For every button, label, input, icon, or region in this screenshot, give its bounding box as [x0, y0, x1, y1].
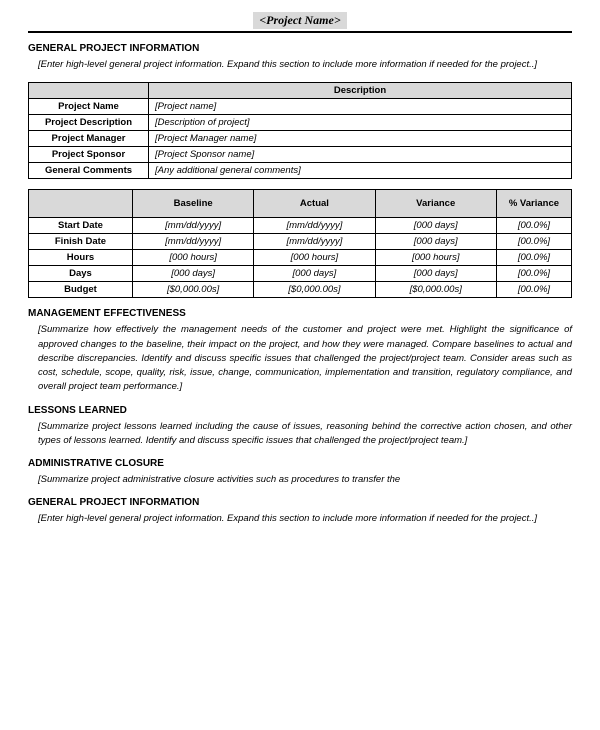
- metrics-table: Baseline Actual Variance % Variance Star…: [28, 189, 572, 298]
- title-row: <Project Name>: [28, 12, 572, 33]
- info-label: General Comments: [29, 163, 149, 179]
- metrics-row-label: Finish Date: [29, 234, 133, 250]
- section-body-general1: [Enter high-level general project inform…: [38, 58, 572, 72]
- metrics-cell: [000 days]: [254, 266, 375, 282]
- info-label: Project Manager: [29, 131, 149, 147]
- section-heading-admin: ADMINISTRATIVE CLOSURE: [28, 458, 572, 469]
- metrics-cell: [000 hours]: [254, 250, 375, 266]
- metrics-cell: [00.0%]: [496, 218, 571, 234]
- section-body-admin: [Summarize project administrative closur…: [38, 473, 572, 487]
- info-value: [Description of project]: [149, 115, 572, 131]
- metrics-header-row: Baseline Actual Variance % Variance: [29, 190, 572, 218]
- table-row: Project Sponsor [Project Sponsor name]: [29, 147, 572, 163]
- metrics-cell: [000 days]: [132, 266, 253, 282]
- table-row: Project Description [Description of proj…: [29, 115, 572, 131]
- section-heading-lessons: LESSONS LEARNED: [28, 405, 572, 416]
- section-heading-general2: GENERAL PROJECT INFORMATION: [28, 497, 572, 508]
- metrics-row-label: Hours: [29, 250, 133, 266]
- table-row: Days [000 days] [000 days] [000 days] [0…: [29, 266, 572, 282]
- table-row: Project Manager [Project Manager name]: [29, 131, 572, 147]
- table-row: Finish Date [mm/dd/yyyy] [mm/dd/yyyy] [0…: [29, 234, 572, 250]
- table-row: Hours [000 hours] [000 hours] [000 hours…: [29, 250, 572, 266]
- metrics-cell: [mm/dd/yyyy]: [254, 218, 375, 234]
- metrics-cell: [00.0%]: [496, 250, 571, 266]
- info-value: [Project Manager name]: [149, 131, 572, 147]
- metrics-row-label: Days: [29, 266, 133, 282]
- metrics-cell: [mm/dd/yyyy]: [254, 234, 375, 250]
- metrics-cell: [mm/dd/yyyy]: [132, 234, 253, 250]
- metrics-cell: [00.0%]: [496, 266, 571, 282]
- metrics-row-label: Budget: [29, 282, 133, 298]
- table-row: General Comments [Any additional general…: [29, 163, 572, 179]
- section-body-mgmt: [Summarize how effectively the managemen…: [38, 323, 572, 394]
- info-label: Project Name: [29, 99, 149, 115]
- info-table-header-row: Description: [29, 83, 572, 99]
- metrics-cell: [000 hours]: [375, 250, 496, 266]
- metrics-cell: [$0,000.00s]: [254, 282, 375, 298]
- title-underline: [28, 31, 572, 33]
- metrics-header-pct: % Variance: [496, 190, 571, 218]
- table-row: Budget [$0,000.00s] [$0,000.00s] [$0,000…: [29, 282, 572, 298]
- info-value: [Project Sponsor name]: [149, 147, 572, 163]
- metrics-cell: [000 hours]: [132, 250, 253, 266]
- metrics-cell: [$0,000.00s]: [375, 282, 496, 298]
- document-title: <Project Name>: [253, 12, 346, 29]
- metrics-cell: [000 days]: [375, 234, 496, 250]
- metrics-header-variance: Variance: [375, 190, 496, 218]
- section-heading-general1: GENERAL PROJECT INFORMATION: [28, 43, 572, 54]
- info-table: Description Project Name [Project name] …: [28, 82, 572, 179]
- info-value: [Project name]: [149, 99, 572, 115]
- metrics-cell: [$0,000.00s]: [132, 282, 253, 298]
- table-row: Start Date [mm/dd/yyyy] [mm/dd/yyyy] [00…: [29, 218, 572, 234]
- metrics-cell: [000 days]: [375, 266, 496, 282]
- info-label: Project Sponsor: [29, 147, 149, 163]
- metrics-header-baseline: Baseline: [132, 190, 253, 218]
- info-table-header-blank: [29, 83, 149, 99]
- section-body-lessons: [Summarize project lessons learned inclu…: [38, 420, 572, 449]
- table-row: Project Name [Project name]: [29, 99, 572, 115]
- info-label: Project Description: [29, 115, 149, 131]
- metrics-header-actual: Actual: [254, 190, 375, 218]
- section-body-general2: [Enter high-level general project inform…: [38, 512, 572, 526]
- metrics-header-blank: [29, 190, 133, 218]
- metrics-row-label: Start Date: [29, 218, 133, 234]
- metrics-cell: [mm/dd/yyyy]: [132, 218, 253, 234]
- info-table-header-desc: Description: [149, 83, 572, 99]
- info-value: [Any additional general comments]: [149, 163, 572, 179]
- metrics-cell: [000 days]: [375, 218, 496, 234]
- section-heading-mgmt: MANAGEMENT EFFECTIVENESS: [28, 308, 572, 319]
- metrics-cell: [00.0%]: [496, 282, 571, 298]
- metrics-cell: [00.0%]: [496, 234, 571, 250]
